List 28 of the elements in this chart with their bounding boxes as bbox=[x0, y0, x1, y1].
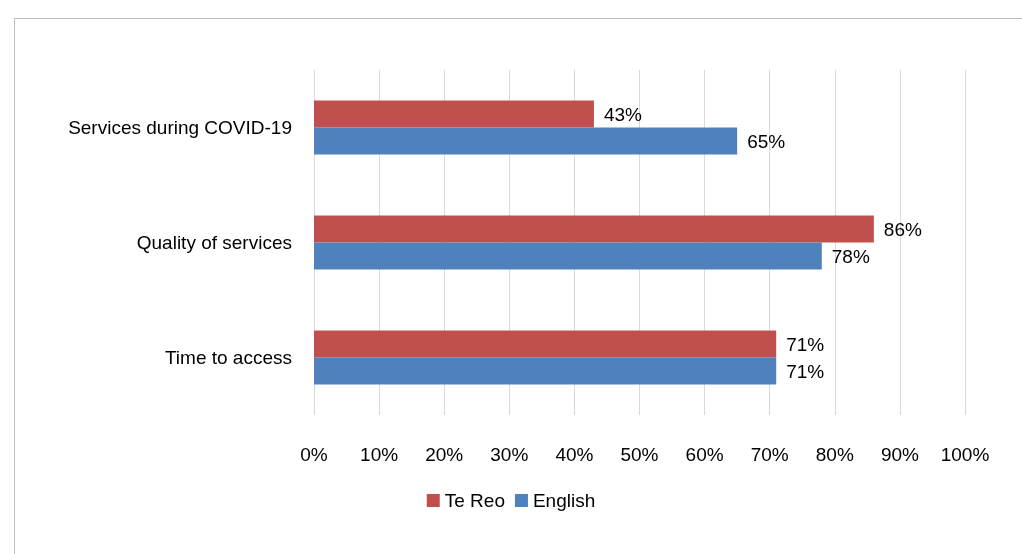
x-tick-label: 10% bbox=[360, 444, 399, 465]
bar bbox=[314, 100, 594, 128]
x-tick-label: 20% bbox=[425, 444, 464, 465]
x-tick-label: 60% bbox=[685, 444, 724, 465]
x-tick-label: 40% bbox=[555, 444, 594, 465]
legend-label: Te Reo bbox=[444, 490, 505, 511]
x-tick-label: 100% bbox=[940, 444, 990, 465]
bar bbox=[314, 357, 777, 385]
legend-label: English bbox=[532, 490, 596, 511]
data-label: 71% bbox=[786, 333, 825, 355]
x-tick-label: 70% bbox=[750, 444, 789, 465]
data-label: 86% bbox=[883, 218, 922, 240]
data-label: 65% bbox=[747, 130, 786, 152]
bar bbox=[314, 127, 738, 155]
bar bbox=[314, 330, 777, 358]
y-tick-label: Time to access bbox=[164, 347, 292, 368]
data-label: 43% bbox=[603, 103, 643, 125]
data-label: 78% bbox=[831, 245, 870, 267]
x-tick-label: 90% bbox=[880, 444, 920, 465]
data-label: 71% bbox=[786, 360, 825, 382]
bar bbox=[314, 215, 874, 243]
y-tick-label: Quality of services bbox=[136, 232, 292, 253]
x-tick-label: 50% bbox=[620, 444, 659, 465]
bar bbox=[314, 242, 822, 270]
x-tick-label: 0% bbox=[300, 444, 328, 465]
x-tick-label: 30% bbox=[490, 444, 529, 465]
y-tick-label: Services during COVID-19 bbox=[68, 117, 292, 138]
x-tick-label: 80% bbox=[815, 444, 854, 465]
